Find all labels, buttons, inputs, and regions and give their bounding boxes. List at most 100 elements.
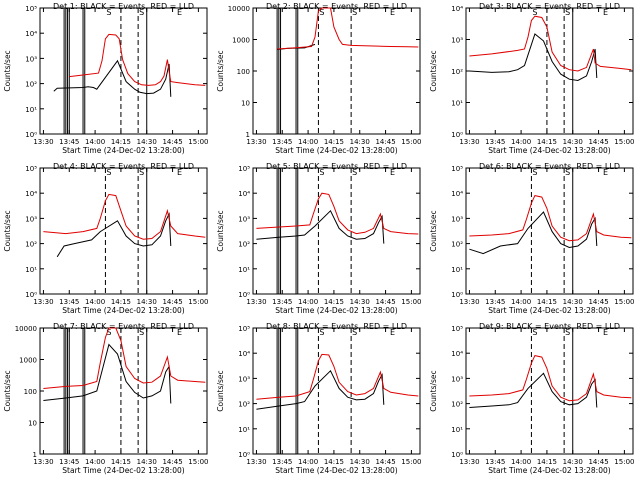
panel-5-xtick-label-6: 14:45: [375, 298, 395, 306]
panel-2-x-axis-label: Start Time (24-Dec-02 13:28:00): [275, 146, 397, 155]
panel-3-xtick-label-2: 13:45: [485, 138, 505, 146]
panel-3: S S E 13:30 13:45 14:00 14:15 14:30 14:45 15:00 St…: [429, 2, 634, 155]
panel-7-xtick-label-4: 14:15: [111, 458, 131, 466]
panel-1-events-series: [53, 59, 172, 97]
panel-6-ytick-label-2: 10¹: [451, 266, 463, 274]
panel-2-lld-series: [277, 7, 419, 50]
panel-5-xtick-label-3: 14:00: [298, 298, 318, 306]
panel-8-y-axis-label: Counts/sec: [216, 370, 225, 411]
panel-5-ytick-label-2: 10¹: [238, 266, 250, 274]
panel-4-xtick-label-7: 15:00: [188, 298, 208, 306]
panel-5-ytick-label-5: 10⁴: [238, 190, 250, 198]
panel-1-title: Det 1: BLACK = Events, RED = LLD: [53, 2, 194, 11]
panel-5-ytick-label-1: 10⁰: [238, 291, 250, 299]
panel-8-xtick-label-7: 15:00: [401, 458, 421, 466]
panel-9-ytick-label-4: 10³: [451, 375, 463, 383]
panel-3-ytick-label-3: 10²: [451, 68, 463, 76]
panel-6-ytick-label-5: 10⁴: [451, 190, 463, 198]
panel-4-frame: [39, 167, 208, 295]
panel-7: S S E 13:30 13:45 14:00 14:15 14:30 14:45 15:00 St…: [3, 322, 208, 475]
panel-9-ytick-label-6: 10⁵: [451, 325, 463, 333]
panel-6: S S E 13:30 13:45 14:00 14:15 14:30 14:45 15:00 St…: [429, 162, 634, 315]
panel-1-ytick-label-2: 10¹: [25, 106, 37, 114]
panel-6-x-axis-label: Start Time (24-Dec-02 13:28:00): [488, 306, 610, 315]
panel-8-ytick-label-1: 10⁰: [238, 451, 250, 459]
panel-2-xtick-label-4: 14:15: [324, 138, 344, 146]
panel-4-ytick-label-1: 10⁰: [25, 291, 37, 299]
panel-5-frame: [252, 167, 421, 295]
panel-9-marker-2: S: [565, 328, 570, 337]
panel-4-ytick-label-3: 10²: [25, 241, 37, 249]
panel-3-marker-3: E: [603, 8, 608, 17]
panel-7-y-axis-label: Counts/sec: [3, 370, 12, 411]
panel-8-events-series: [256, 369, 385, 410]
panel-1-marker-2: S: [139, 8, 144, 17]
panel-5-marker-2: S: [352, 168, 357, 177]
panel-9-title: Det 9: BLACK = Events, RED = LLD: [479, 322, 620, 331]
panel-6-xtick-label-3: 14:00: [511, 298, 531, 306]
panel-7-xtick-label-1: 13:30: [33, 458, 53, 466]
panel-9-ytick-label-3: 10²: [451, 401, 463, 409]
panel-1-frame: [39, 7, 208, 135]
panel-1-ytick-label-1: 10⁰: [25, 131, 37, 139]
panel-3-xtick-label-1: 13:30: [459, 138, 479, 146]
panel-4-title: Det 4: BLACK = Events, RED = LLD: [53, 162, 194, 171]
panel-5-marker-3: E: [390, 168, 395, 177]
panel-2-marker-1: S: [319, 8, 324, 17]
panel-4-xtick-label-3: 14:00: [85, 298, 105, 306]
panel-1-marker-3: E: [177, 8, 182, 17]
panel-8-marker-1: S: [319, 328, 324, 337]
panel-2-ytick-label-4: 1000: [232, 37, 250, 45]
panel-3-ytick-label-5: 10⁴: [451, 5, 463, 13]
panel-6-marker-2: S: [565, 168, 570, 177]
panel-5-xtick-label-1: 13:30: [246, 298, 266, 306]
panel-4-xtick-label-6: 14:45: [162, 298, 182, 306]
panel-3-marker-2: S: [565, 8, 570, 17]
panel-4-ytick-label-5: 10⁴: [25, 190, 37, 198]
panel-2-marker-3: E: [390, 8, 395, 17]
panel-9: S S E 13:30 13:45 14:00 14:15 14:30 14:45 15:00 St…: [429, 322, 634, 475]
panel-8-ytick-label-4: 10³: [238, 375, 250, 383]
panel-3-marker-1: S: [532, 8, 537, 17]
panel-1-y-axis-label: Counts/sec: [3, 50, 12, 91]
panel-3-xtick-label-7: 15:00: [614, 138, 634, 146]
panel-6-title: Det 6: BLACK = Events, RED = LLD: [479, 162, 620, 171]
panel-5: S S E 13:30 13:45 14:00 14:15 14:30 14:45 15:00 St…: [216, 162, 421, 315]
panel-2-ytick-label-5: 10000: [228, 5, 250, 13]
panel-9-marker-1: S: [532, 328, 537, 337]
panel-7-xtick-label-3: 14:00: [85, 458, 105, 466]
panel-7-ytick-label-4: 1000: [19, 357, 37, 365]
panel-9-x-axis-label: Start Time (24-Dec-02 13:28:00): [488, 466, 610, 475]
panel-7-xtick-label-7: 15:00: [188, 458, 208, 466]
panel-9-ytick-label-5: 10⁴: [451, 350, 463, 358]
panel-7-ytick-label-5: 10000: [15, 325, 37, 333]
panel-2: S S E 13:30 13:45 14:00 14:15 14:30 14:45 15:00 St…: [216, 2, 421, 155]
panel-3-ytick-label-2: 10¹: [451, 100, 463, 108]
panel-7-xtick-label-5: 14:30: [137, 458, 157, 466]
panel-1-xtick-label-1: 13:30: [33, 138, 53, 146]
panel-1-marker-1: S: [106, 8, 111, 17]
panel-7-ytick-label-3: 100: [24, 388, 37, 396]
panel-5-xtick-label-7: 15:00: [401, 298, 421, 306]
panel-1-xtick-label-4: 14:15: [111, 138, 131, 146]
panel-2-marker-2: S: [352, 8, 357, 17]
panel-3-ytick-label-1: 10⁰: [451, 131, 463, 139]
panel-9-xtick-label-7: 15:00: [614, 458, 634, 466]
panel-6-ytick-label-3: 10²: [451, 241, 463, 249]
panel-2-ytick-label-2: 10: [241, 100, 250, 108]
panel-9-ytick-label-1: 10⁰: [451, 451, 463, 459]
panel-8-lld-series: [256, 353, 419, 400]
panel-5-xtick-label-4: 14:15: [324, 298, 344, 306]
panel-7-frame: [39, 327, 208, 455]
panel-7-marker-2: S: [139, 328, 144, 337]
panel-8-ytick-label-6: 10⁵: [238, 325, 250, 333]
panel-1-ytick-label-3: 10²: [25, 81, 37, 89]
panel-9-frame: [465, 327, 634, 455]
panel-2-ytick-label-3: 100: [237, 68, 250, 76]
panel-4-ytick-label-2: 10¹: [25, 266, 37, 274]
panel-2-ytick-label-1: 1: [246, 131, 250, 139]
panel-8-ytick-label-2: 10¹: [238, 426, 250, 434]
panel-5-y-axis-label: Counts/sec: [216, 210, 225, 251]
panel-6-events-series: [469, 211, 598, 255]
